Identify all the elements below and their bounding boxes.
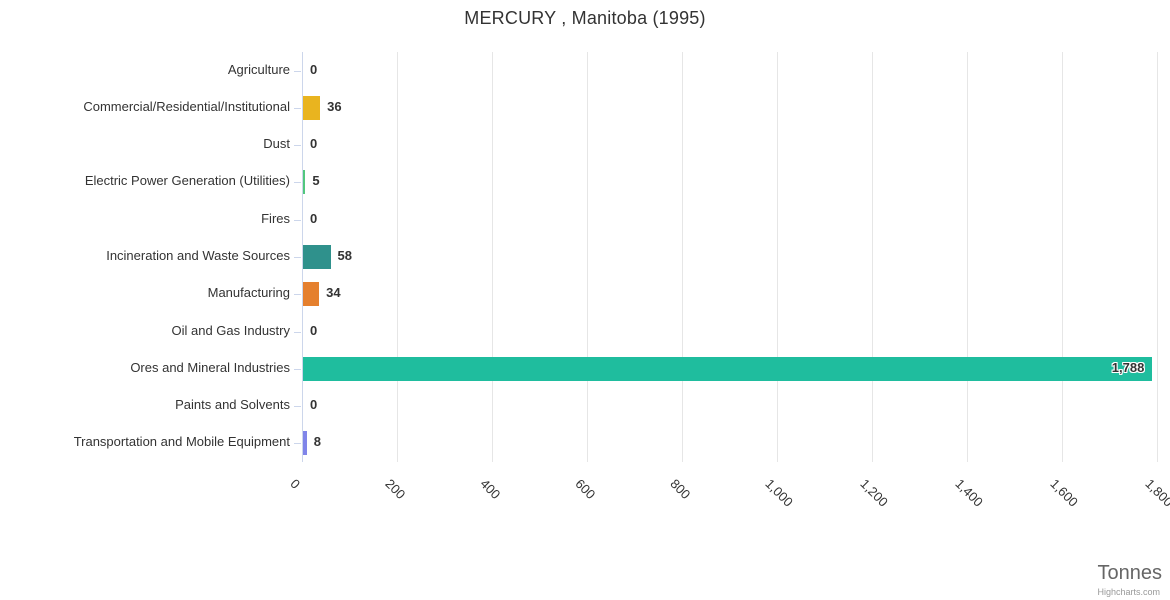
gridline [1157, 52, 1158, 462]
value-label: 34 [326, 285, 341, 300]
x-axis-title: Tonnes [1097, 562, 1163, 584]
x-tick-label: 400 [477, 476, 504, 502]
y-axis-tick [294, 108, 301, 109]
y-axis-line [302, 52, 303, 462]
y-axis-tick [294, 406, 301, 407]
x-tick-label: 200 [382, 476, 409, 502]
value-label: 36 [327, 99, 342, 114]
category-label: Ores and Mineral Industries [130, 359, 290, 375]
y-axis-tick [294, 332, 301, 333]
value-label: 8 [313, 434, 322, 449]
y-axis-tick [294, 369, 301, 370]
gridline [777, 52, 778, 462]
value-label: 58 [337, 248, 353, 263]
y-axis-tick [294, 220, 301, 221]
category-label: Incineration and Waste Sources [106, 248, 290, 263]
bar-commercial-residential-institutional[interactable] [303, 96, 321, 120]
gridline [682, 52, 683, 462]
x-tick-label: 1,000 [762, 476, 797, 510]
x-tick-label: 600 [572, 476, 599, 502]
y-axis-tick [294, 182, 301, 183]
y-axis-tick [294, 257, 301, 258]
gridline [492, 52, 493, 462]
bar-ores-and-mineral-industries[interactable] [303, 357, 1153, 381]
x-tick-label: 0 [287, 476, 304, 492]
category-label: Paints and Solvents [175, 397, 290, 413]
category-label: Oil and Gas Industry [171, 322, 291, 338]
y-axis-tick [294, 71, 301, 72]
value-label: 0 [310, 211, 318, 226]
category-label: Fires [261, 210, 290, 226]
gridline [397, 52, 398, 462]
category-label: Electric Power Generation (Utilities) [84, 173, 290, 189]
x-tick-label: 1,800 [1142, 476, 1170, 510]
y-axis-tick [294, 294, 301, 295]
category-label: Transportation and Mobile Equipment [73, 434, 290, 450]
category-label: Dust [263, 136, 290, 152]
category-label: Manufacturing [207, 285, 290, 301]
highcharts-credits-link[interactable]: Highcharts.com [1097, 587, 1160, 597]
x-tick-label: 1,200 [857, 476, 892, 510]
bar-manufacturing[interactable] [303, 282, 320, 306]
value-label: 1,788 [1111, 360, 1145, 375]
gridline [587, 52, 588, 462]
bar-electric-power-generation-utilities-[interactable] [303, 170, 306, 194]
y-axis-tick [294, 443, 301, 444]
gridline [872, 52, 873, 462]
x-tick-label: 1,600 [1047, 476, 1082, 510]
value-label: 0 [310, 62, 318, 77]
plot-area: 0 36 0 5 0 58 34 0 1,788 0 8 0 200 400 600 800 1,000 1,20… [287, 52, 1170, 510]
x-tick-label: 800 [667, 476, 694, 502]
x-tick-label: 1,400 [952, 476, 987, 510]
value-label: 5 [312, 173, 320, 188]
y-axis-tick [294, 145, 301, 146]
bar-incineration-and-waste-sources[interactable] [303, 245, 331, 269]
value-label: 0 [310, 323, 318, 338]
value-label: 0 [310, 136, 318, 151]
gridline [967, 52, 968, 462]
chart-title: MERCURY , Manitoba (1995) [464, 8, 706, 28]
gridline [1062, 52, 1063, 462]
bar-transportation-and-mobile-equipment[interactable] [303, 431, 307, 455]
category-label: Commercial/Residential/Institutional [83, 98, 290, 114]
category-label: Agriculture [227, 61, 290, 77]
value-label: 0 [310, 397, 318, 412]
